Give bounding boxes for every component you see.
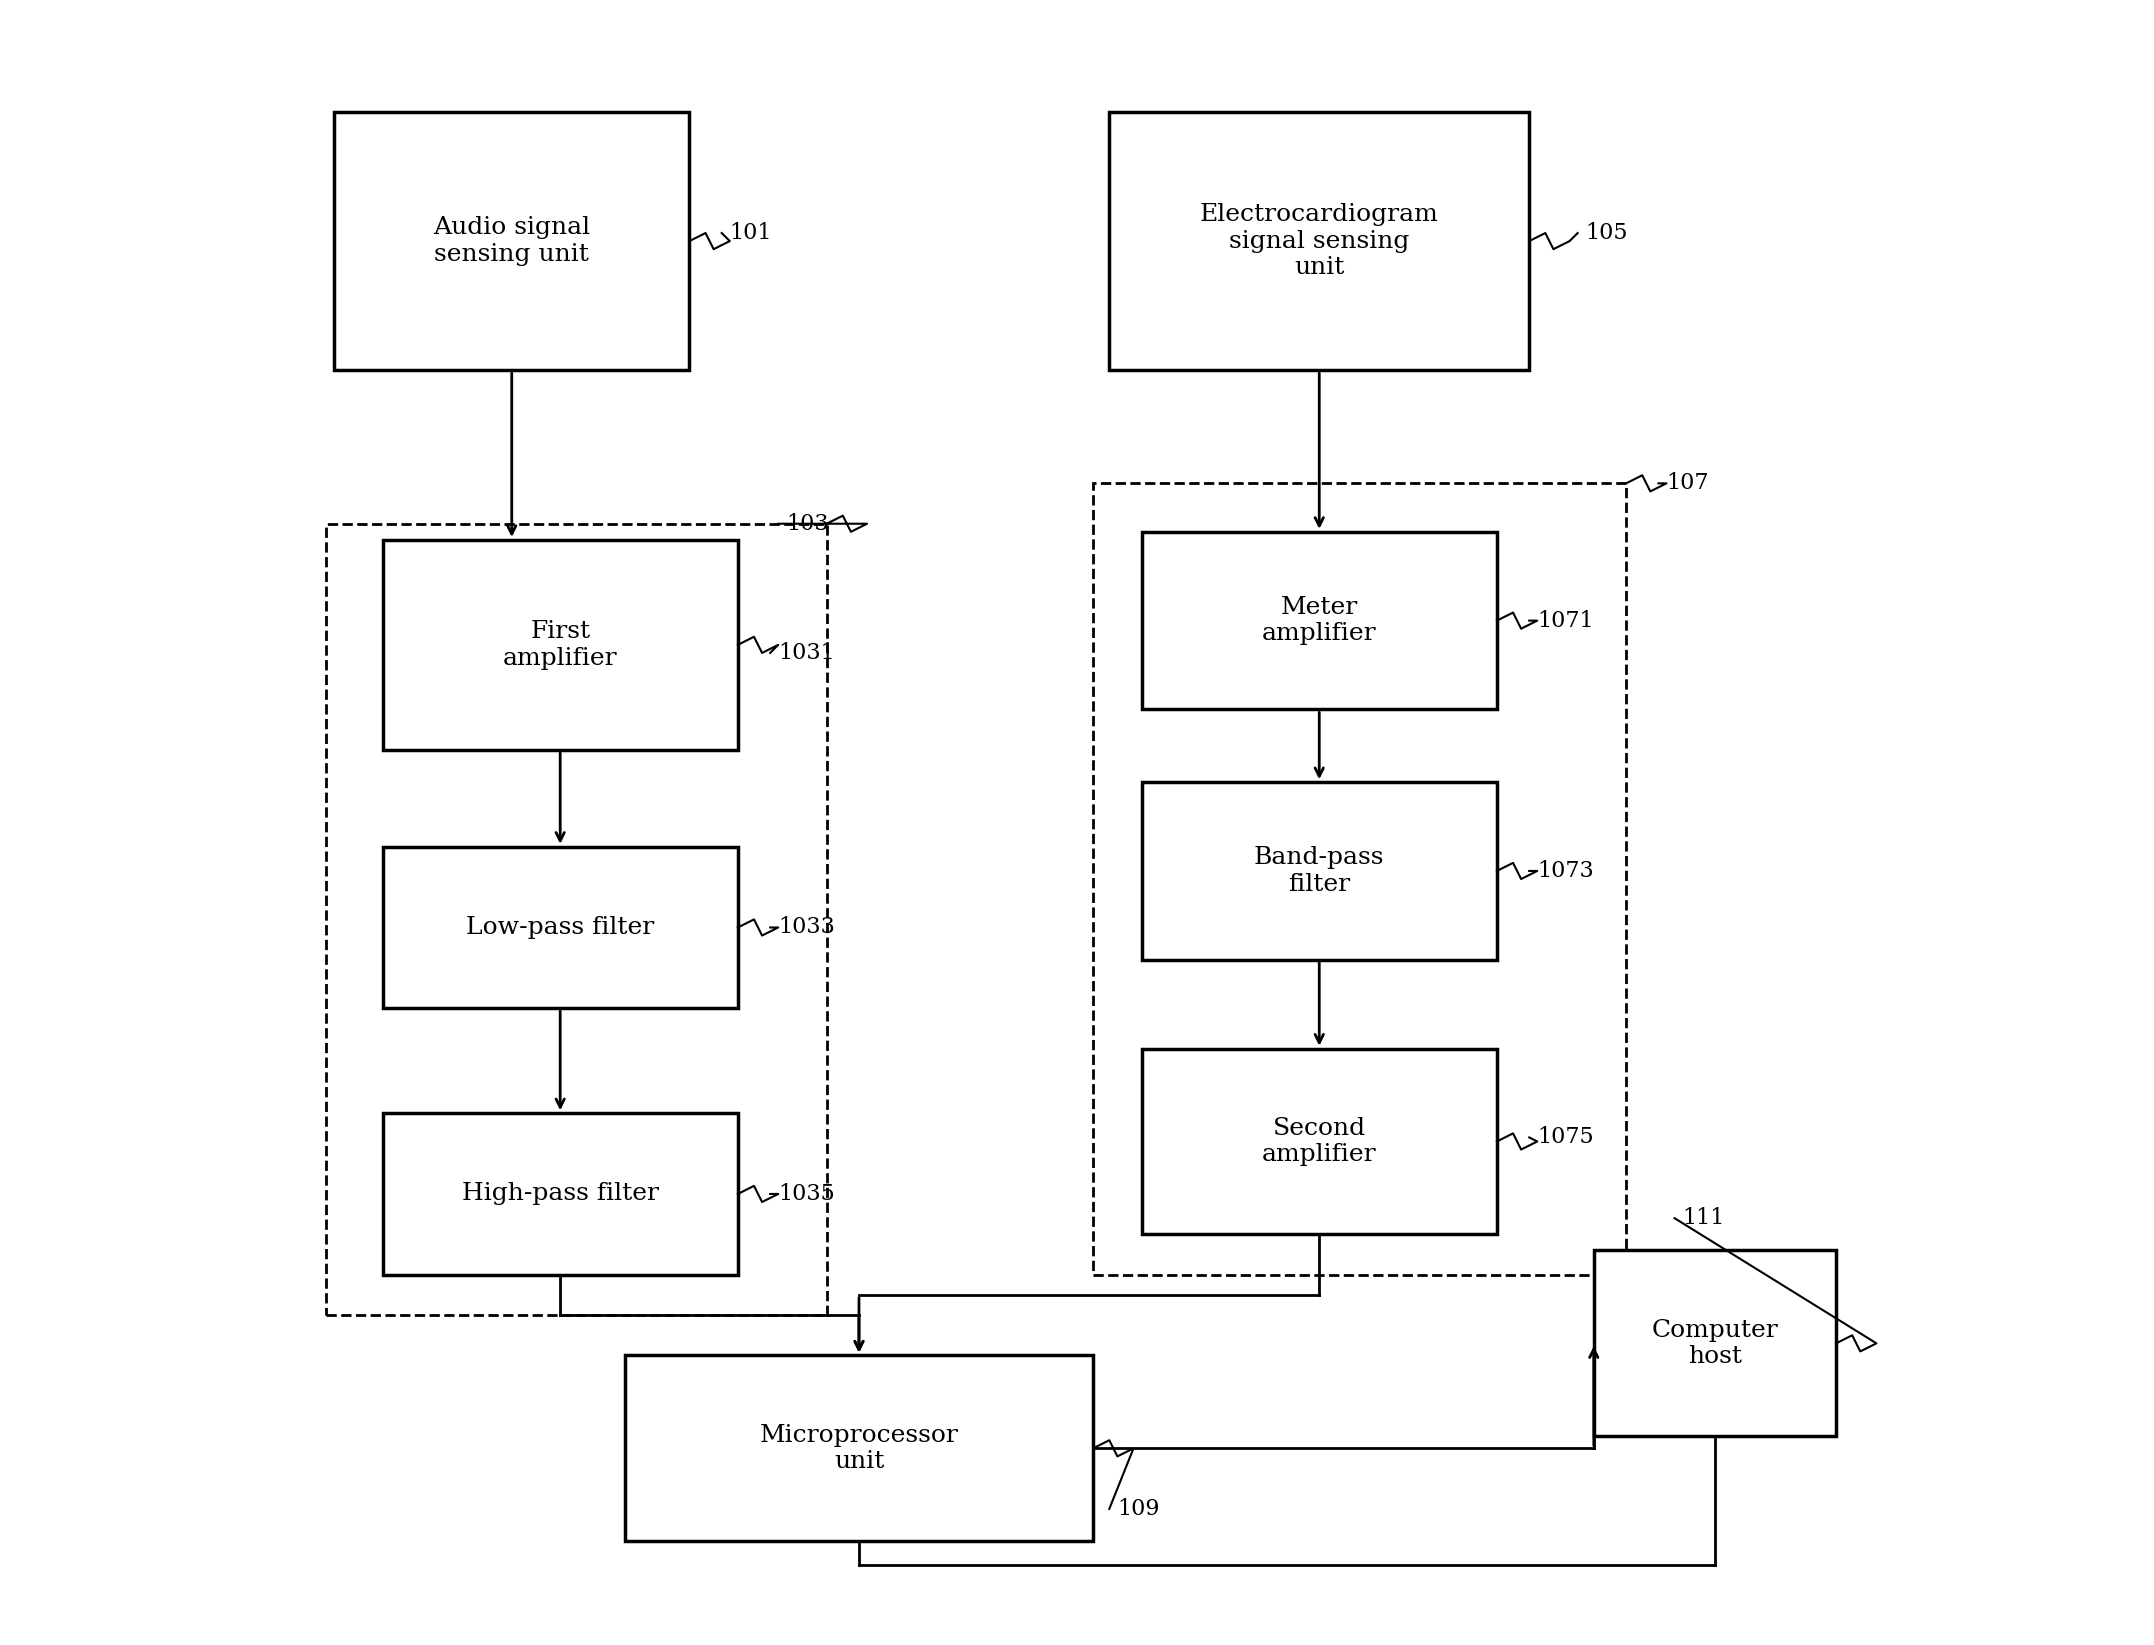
Text: 1031: 1031 [778,642,836,665]
Text: 1075: 1075 [1538,1127,1594,1148]
Bar [1594,1250,1835,1436]
Bar [1142,781,1497,959]
Text: 1035: 1035 [778,1183,836,1204]
Bar [334,112,689,370]
Bar [1109,112,1529,370]
Text: Band-pass
filter: Band-pass filter [1254,846,1385,897]
Text: 1073: 1073 [1538,860,1594,882]
Text: Electrocardiogram
signal sensing
unit: Electrocardiogram signal sensing unit [1200,202,1439,280]
Text: 103: 103 [786,513,829,535]
Text: First
amplifier: First amplifier [502,620,618,670]
Bar [383,540,739,750]
Text: 109: 109 [1118,1499,1159,1520]
Text: 1033: 1033 [778,916,836,939]
Bar [383,847,739,1008]
Text: Computer
host: Computer host [1652,1319,1779,1369]
Bar [625,1355,1092,1541]
Bar [325,523,827,1314]
Text: High-pass filter: High-pass filter [461,1183,659,1206]
Bar [1142,531,1497,709]
Bar [383,1114,739,1275]
Text: 1071: 1071 [1538,610,1594,632]
Text: 107: 107 [1667,472,1708,495]
Text: Microprocessor
unit: Microprocessor unit [760,1423,959,1474]
Text: Low-pass filter: Low-pass filter [465,916,655,939]
Text: Audio signal
sensing unit: Audio signal sensing unit [433,215,590,266]
Text: Second
amplifier: Second amplifier [1262,1117,1376,1166]
Bar [1142,1048,1497,1234]
Text: Meter
amplifier: Meter amplifier [1262,595,1376,645]
Text: 111: 111 [1682,1207,1725,1229]
Bar [1092,484,1626,1275]
Text: 101: 101 [730,222,773,243]
Text: 105: 105 [1585,222,1628,243]
